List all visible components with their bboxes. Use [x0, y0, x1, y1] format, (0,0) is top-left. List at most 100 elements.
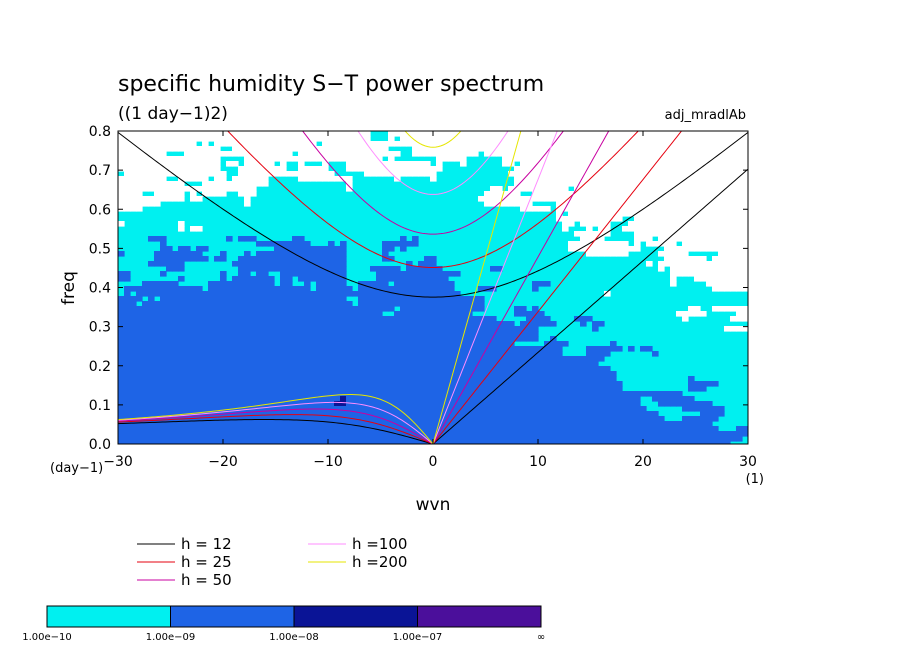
contour-cell: [424, 391, 431, 397]
contour-cell: [394, 326, 401, 332]
contour-cell: [478, 336, 485, 342]
contour-cell: [478, 411, 485, 417]
contour-cell: [634, 426, 641, 432]
contour-cell: [214, 286, 221, 292]
contour-cell: [172, 286, 179, 292]
contour-cell: [124, 191, 131, 197]
contour-cell: [400, 386, 407, 392]
contour-cell: [490, 326, 497, 332]
contour-cell: [202, 151, 209, 157]
contour-cell: [448, 316, 455, 322]
contour-cell: [364, 321, 371, 327]
contour-cell: [508, 201, 515, 207]
contour-cell: [652, 141, 659, 147]
contour-cell: [508, 146, 515, 152]
contour-cell: [214, 296, 221, 302]
contour-cell: [328, 171, 335, 177]
contour-cell: [118, 176, 125, 182]
contour-cell: [484, 381, 491, 387]
contour-cell: [598, 376, 605, 382]
contour-cell: [466, 416, 473, 422]
contour-cell: [532, 316, 539, 322]
contour-cell: [406, 171, 413, 177]
contour-cell: [460, 156, 467, 162]
contour-cell: [160, 301, 167, 307]
contour-cell: [124, 356, 131, 362]
contour-cell: [202, 366, 209, 372]
contour-cell: [490, 146, 497, 152]
contour-cell: [286, 131, 293, 137]
contour-cell: [526, 316, 533, 322]
contour-cell: [244, 431, 251, 437]
contour-cell: [412, 376, 419, 382]
contour-cell: [628, 346, 635, 352]
contour-cell: [604, 406, 611, 412]
contour-cell: [136, 406, 143, 412]
contour-cell: [712, 201, 719, 207]
contour-cell: [556, 146, 563, 152]
contour-cell: [538, 186, 545, 192]
contour-cell: [568, 161, 575, 167]
contour-cell: [424, 381, 431, 387]
contour-cell: [376, 311, 383, 317]
contour-cell: [244, 356, 251, 362]
contour-cell: [676, 191, 683, 197]
contour-cell: [358, 381, 365, 387]
contour-cell: [208, 441, 215, 444]
contour-cell: [592, 201, 599, 207]
contour-cell: [298, 236, 305, 242]
contour-cell: [676, 311, 683, 317]
contour-cell: [310, 296, 317, 302]
contour-cell: [166, 341, 173, 347]
contour-cell: [310, 336, 317, 342]
contour-cell: [436, 406, 443, 412]
contour-cell: [148, 386, 155, 392]
contour-cell: [340, 146, 347, 152]
contour-cell: [244, 316, 251, 322]
contour-cell: [598, 381, 605, 387]
contour-cell: [454, 386, 461, 392]
contour-cell: [364, 381, 371, 387]
contour-cell: [160, 321, 167, 327]
contour-cell: [532, 411, 539, 417]
contour-cell: [502, 381, 509, 387]
contour-cell: [370, 341, 377, 347]
contour-cell: [160, 171, 167, 177]
contour-cell: [184, 421, 191, 427]
contour-cell: [532, 356, 539, 362]
contour-cell: [298, 441, 305, 444]
contour-cell: [664, 161, 671, 167]
contour-cell: [322, 156, 329, 162]
contour-cell: [244, 401, 251, 407]
contour-cell: [388, 141, 395, 147]
contour-cell: [418, 321, 425, 327]
contour-cell: [520, 201, 527, 207]
contour-cell: [652, 211, 659, 217]
contour-cell: [466, 401, 473, 407]
contour-cell: [604, 371, 611, 377]
contour-cell: [208, 346, 215, 352]
contour-cell: [526, 431, 533, 437]
contour-cell: [484, 146, 491, 152]
contour-cell: [238, 311, 245, 317]
contour-cell: [286, 376, 293, 382]
contour-cell: [160, 241, 167, 247]
contour-cell: [334, 176, 341, 182]
contour-cell: [634, 441, 641, 444]
contour-cell: [556, 401, 563, 407]
contour-cell: [346, 396, 353, 402]
contour-cell: [418, 326, 425, 332]
contour-cell: [400, 431, 407, 437]
contour-cell: [382, 331, 389, 337]
contour-cell: [484, 341, 491, 347]
contour-cell: [742, 186, 748, 192]
contour-cell: [244, 266, 251, 272]
contour-cell: [496, 266, 503, 272]
contour-cell: [220, 311, 227, 317]
contour-cell: [232, 141, 239, 147]
contour-cell: [460, 131, 467, 137]
contour-cell: [256, 396, 263, 402]
contour-cell: [568, 171, 575, 177]
contour-cell: [190, 376, 197, 382]
contour-cell: [430, 426, 437, 432]
